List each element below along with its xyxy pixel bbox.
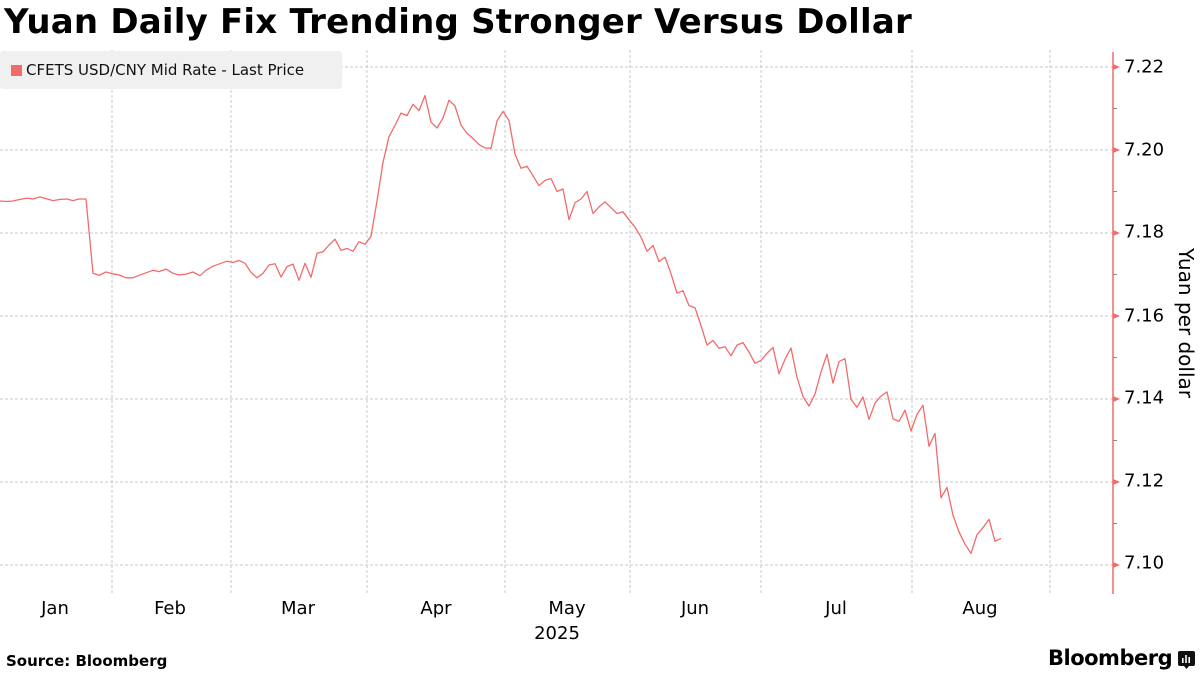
- legend: CFETS USD/CNY Mid Rate - Last Price: [0, 51, 342, 89]
- y-tick-label: 7.14: [1124, 387, 1165, 409]
- y-tick-label: 7.16: [1124, 305, 1165, 327]
- source-note: Source: Bloomberg: [6, 652, 168, 670]
- x-tick-label: Jul: [825, 598, 847, 619]
- x-year-label: 2025: [534, 623, 580, 644]
- y-tick-label: 7.10: [1124, 552, 1165, 574]
- series-line: [0, 94, 1002, 555]
- x-tick-label: Mar: [281, 598, 315, 619]
- legend-label: CFETS USD/CNY Mid Rate - Last Price: [26, 61, 305, 79]
- y-tick-label: 7.22: [1124, 56, 1165, 78]
- legend-swatch-icon: [11, 64, 22, 76]
- x-tick-label: Aug: [962, 598, 998, 619]
- gridlines: [0, 50, 1113, 594]
- chart-title: Yuan Daily Fix Trending Stronger Versus …: [4, 2, 912, 42]
- y-axis-label: Yuan per dollar: [1174, 248, 1198, 398]
- x-tick-label: Apr: [420, 598, 452, 619]
- y-tick-label: 7.20: [1124, 139, 1165, 161]
- x-tick-label: Feb: [154, 598, 186, 619]
- x-tick-label: Jun: [680, 598, 710, 619]
- x-tick-label: Jan: [41, 598, 69, 619]
- y-tick-label: 7.18: [1124, 221, 1165, 243]
- y-axis: [1112, 52, 1120, 594]
- bloomberg-chart-icon: [1178, 651, 1195, 669]
- y-tick-label: 7.12: [1124, 470, 1165, 492]
- x-tick-label: May: [548, 598, 586, 619]
- brand-logo: Bloomberg: [1048, 646, 1173, 670]
